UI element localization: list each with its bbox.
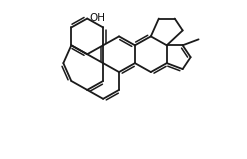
- Text: OH: OH: [89, 13, 105, 23]
